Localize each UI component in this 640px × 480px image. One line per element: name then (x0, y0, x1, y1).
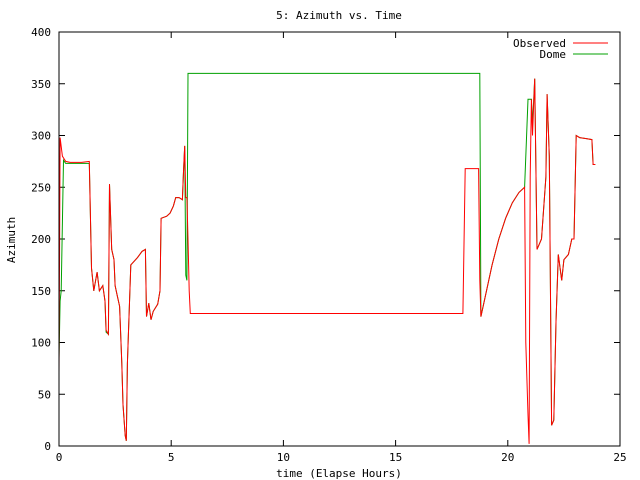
legend-label: Observed (513, 37, 566, 50)
x-tick-label: 20 (501, 451, 514, 464)
x-tick-label: 0 (56, 451, 63, 464)
chart-title: 5: Azimuth vs. Time (276, 9, 402, 22)
y-tick-label: 0 (44, 440, 51, 453)
y-tick-label: 150 (31, 285, 51, 298)
legend-label: Dome (540, 48, 567, 61)
y-tick-label: 350 (31, 78, 51, 91)
y-tick-label: 100 (31, 337, 51, 350)
series-line-observed (58, 78, 596, 444)
x-tick-label: 25 (613, 451, 626, 464)
y-tick-label: 300 (31, 130, 51, 143)
plot-frame (58, 31, 621, 447)
y-tick-label: 200 (31, 233, 51, 246)
x-axis-label: time (Elapse Hours) (276, 467, 402, 480)
y-tick-label: 400 (31, 26, 51, 39)
y-axis-ticks: 0 50 100 150 200 250 300 350 400 (31, 26, 620, 453)
x-axis-ticks: 0 5 10 15 20 25 (56, 32, 627, 464)
y-tick-label: 50 (38, 388, 51, 401)
series-layer (58, 72, 596, 444)
x-tick-label: 10 (277, 451, 290, 464)
y-tick-label: 250 (31, 181, 51, 194)
x-tick-label: 15 (389, 451, 402, 464)
y-axis-label: Azimuth (5, 217, 18, 263)
x-tick-label: 5 (168, 451, 175, 464)
